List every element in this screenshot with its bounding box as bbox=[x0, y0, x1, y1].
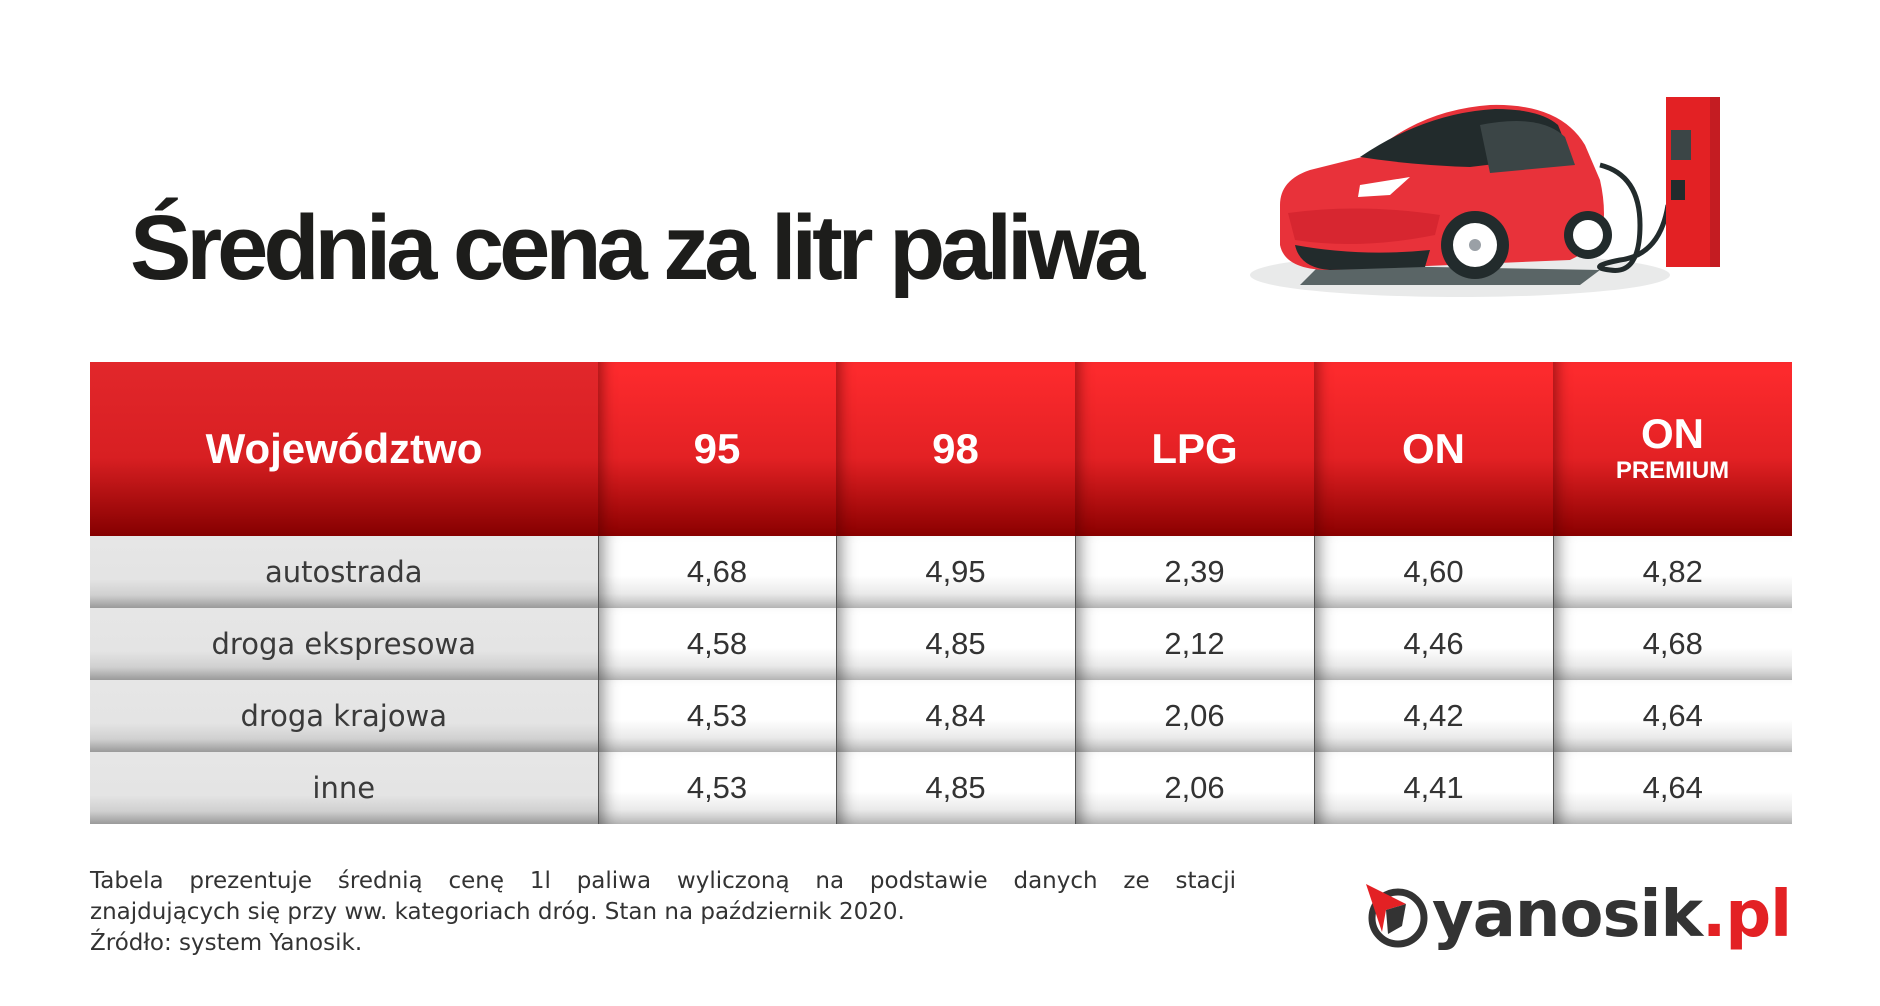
yanosik-compass-icon bbox=[1366, 884, 1428, 948]
price-cell: 4,82 bbox=[1552, 536, 1792, 608]
price-cell: 4,53 bbox=[597, 680, 836, 752]
price-cell: 4,68 bbox=[597, 536, 836, 608]
column-header-on-premium: ON PREMIUM bbox=[1553, 362, 1792, 536]
row-label: droga krajowa bbox=[90, 680, 598, 752]
yanosik-logo: yanosik.pl bbox=[1362, 878, 1792, 952]
footnote-line-2: znajdujących się przy ww. kategoriach dr… bbox=[90, 899, 905, 925]
price-cell: 2,06 bbox=[1074, 680, 1314, 752]
column-header-lpg: LPG bbox=[1075, 362, 1314, 536]
table-row: autostrada 4,68 4,95 2,39 4,60 4,82 bbox=[90, 536, 1792, 608]
price-cell: 4,42 bbox=[1313, 680, 1553, 752]
table-header-row: Województwo 95 98 LPG ON ON PREMIUM bbox=[90, 362, 1792, 536]
column-header-98: 98 bbox=[836, 362, 1075, 536]
price-cell: 2,39 bbox=[1074, 536, 1314, 608]
footnote-source: Źródło: system Yanosik. bbox=[90, 930, 363, 956]
electric-car-charging-icon bbox=[1250, 97, 1720, 297]
row-label: autostrada bbox=[90, 536, 598, 608]
column-header-region: Województwo bbox=[90, 362, 598, 536]
price-cell: 4,68 bbox=[1552, 608, 1792, 680]
logo-wordmark: yanosik.pl bbox=[1432, 878, 1792, 952]
price-cell: 4,60 bbox=[1313, 536, 1553, 608]
price-cell: 4,85 bbox=[835, 752, 1075, 824]
column-header-on: ON bbox=[1314, 362, 1553, 536]
price-cell: 4,41 bbox=[1313, 752, 1553, 824]
page-title: Średnia cena za litr paliwa bbox=[130, 196, 1145, 299]
table-row: droga ekspresowa 4,58 4,85 2,12 4,46 4,6… bbox=[90, 608, 1792, 680]
price-cell: 2,12 bbox=[1074, 608, 1314, 680]
price-cell: 4,95 bbox=[835, 536, 1075, 608]
price-cell: 4,64 bbox=[1552, 752, 1792, 824]
price-cell: 4,53 bbox=[597, 752, 836, 824]
price-cell: 4,84 bbox=[835, 680, 1075, 752]
table-row: inne 4,53 4,85 2,06 4,41 4,64 bbox=[90, 752, 1792, 824]
table-row: droga krajowa 4,53 4,84 2,06 4,42 4,64 bbox=[90, 680, 1792, 752]
price-cell: 4,46 bbox=[1313, 608, 1553, 680]
price-cell: 2,06 bbox=[1074, 752, 1314, 824]
price-cell: 4,64 bbox=[1552, 680, 1792, 752]
footnote: Tabela prezentuje średnią cenę 1l paliwa… bbox=[90, 866, 1236, 959]
fuel-price-table: Województwo 95 98 LPG ON ON PREMIUM autos… bbox=[90, 362, 1792, 824]
price-cell: 4,58 bbox=[597, 608, 836, 680]
price-cell: 4,85 bbox=[835, 608, 1075, 680]
column-header-95: 95 bbox=[598, 362, 836, 536]
row-label: droga ekspresowa bbox=[90, 608, 598, 680]
footnote-line-1: Tabela prezentuje średnią cenę 1l paliwa… bbox=[90, 868, 1236, 894]
row-label: inne bbox=[90, 752, 598, 824]
